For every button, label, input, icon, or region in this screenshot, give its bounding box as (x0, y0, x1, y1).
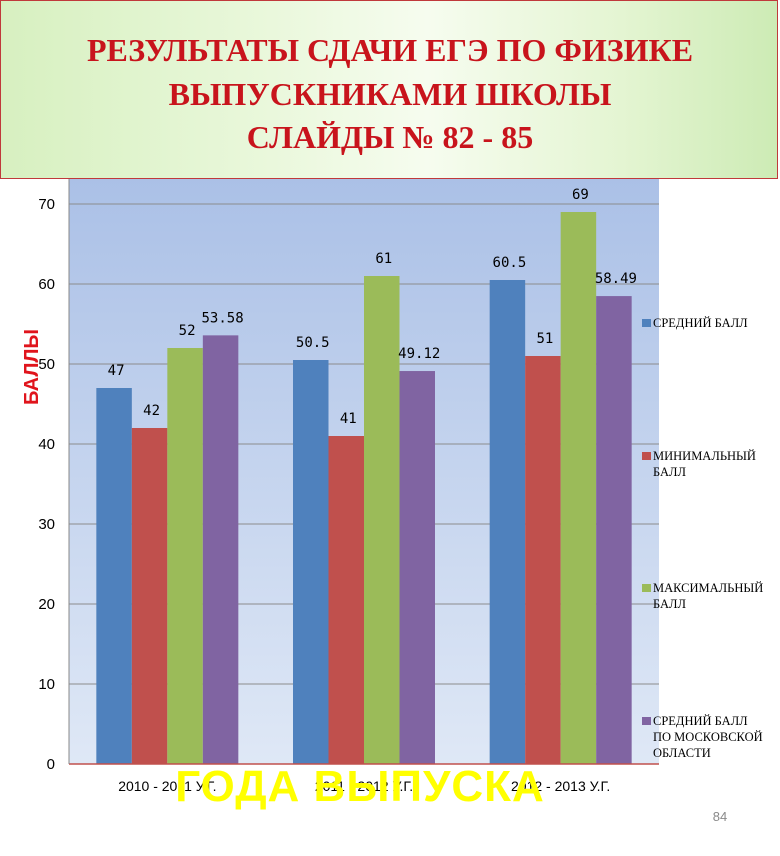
bar (489, 280, 526, 764)
bar (167, 348, 203, 764)
bar (596, 296, 632, 764)
data-label: 61 (375, 251, 392, 267)
bars (96, 212, 632, 764)
title-line-3: СЛАЙДЫ № 82 - 85 (246, 119, 534, 155)
bar (131, 428, 168, 764)
bar (399, 371, 435, 764)
y-tick-label: 30 (38, 516, 55, 533)
title-banner: РЕЗУЛЬТАТЫ СДАЧИ ЕГЭ ПО ФИЗИКЕ ВЫПУСКНИК… (0, 0, 778, 179)
y-tick-label: 50 (38, 356, 55, 373)
bar (328, 436, 364, 764)
data-label: 50.5 (296, 335, 330, 351)
bar (364, 276, 400, 764)
x-tick-label: 2011 - 2012 У.Г. (315, 778, 413, 794)
data-label: 42 (143, 403, 160, 419)
x-axis-title: ГОДА ВЫПУСКА (175, 762, 545, 811)
y-axis-title: БАЛЛЫ (21, 329, 43, 405)
data-label: 49.12 (398, 346, 440, 362)
axis-ticks: 0 10 20 30 40 50 60 70 2010 - 2011 У.Г. 2011 - 20… (38, 196, 610, 794)
title-line-2: ВЫПУСКНИКАМИ ШКОЛЫ (168, 76, 612, 112)
y-tick-label: 10 (38, 676, 55, 693)
data-label: 69 (572, 187, 589, 203)
bar (293, 360, 329, 764)
y-tick-label: 40 (38, 436, 55, 453)
legend-swatch (642, 584, 651, 592)
legend-swatch (642, 717, 651, 725)
data-label: 58.49 (595, 271, 637, 287)
x-tick-label: 2012 - 2013 У.Г. (511, 778, 610, 794)
data-label: 41 (340, 411, 357, 427)
bar (96, 388, 132, 764)
y-tick-label: 0 (47, 756, 55, 773)
data-label: 47 (108, 363, 125, 379)
page-number: 84 (712, 809, 728, 824)
legend-swatch (642, 452, 651, 460)
data-label: 53.58 (202, 310, 244, 326)
bar (560, 212, 597, 764)
title-line-1: РЕЗУЛЬТАТЫ СДАЧИ ЕГЭ ПО ФИЗИКЕ (86, 32, 694, 68)
x-tick-label: 2010 - 2011 У.Г. (118, 778, 216, 794)
legend-label: СРЕДНИЙ БАЛЛ (653, 316, 748, 330)
legend-swatch (642, 319, 651, 327)
data-label: 52 (179, 323, 196, 339)
y-tick-label: 20 (38, 596, 55, 613)
data-label: 60.5 (493, 255, 527, 271)
data-label: 51 (536, 331, 553, 347)
data-labels: 47 42 52 53.58 50.5 41 61 49.12 60.5 51 69 58.49 (108, 187, 637, 427)
legend-label: МАКСИМАЛЬНЫЙ БАЛЛ (653, 581, 764, 611)
bar (202, 335, 239, 764)
bar (525, 356, 561, 764)
y-tick-label: 60 (38, 276, 55, 293)
legend-label: СРЕДНИЙ БАЛЛ ПО МОСКОВСКОЙ ОБЛАСТИ (653, 714, 763, 760)
legend-label: МИНИМАЛЬНЫЙ БАЛЛ (653, 449, 756, 479)
y-tick-label: 70 (38, 196, 55, 213)
